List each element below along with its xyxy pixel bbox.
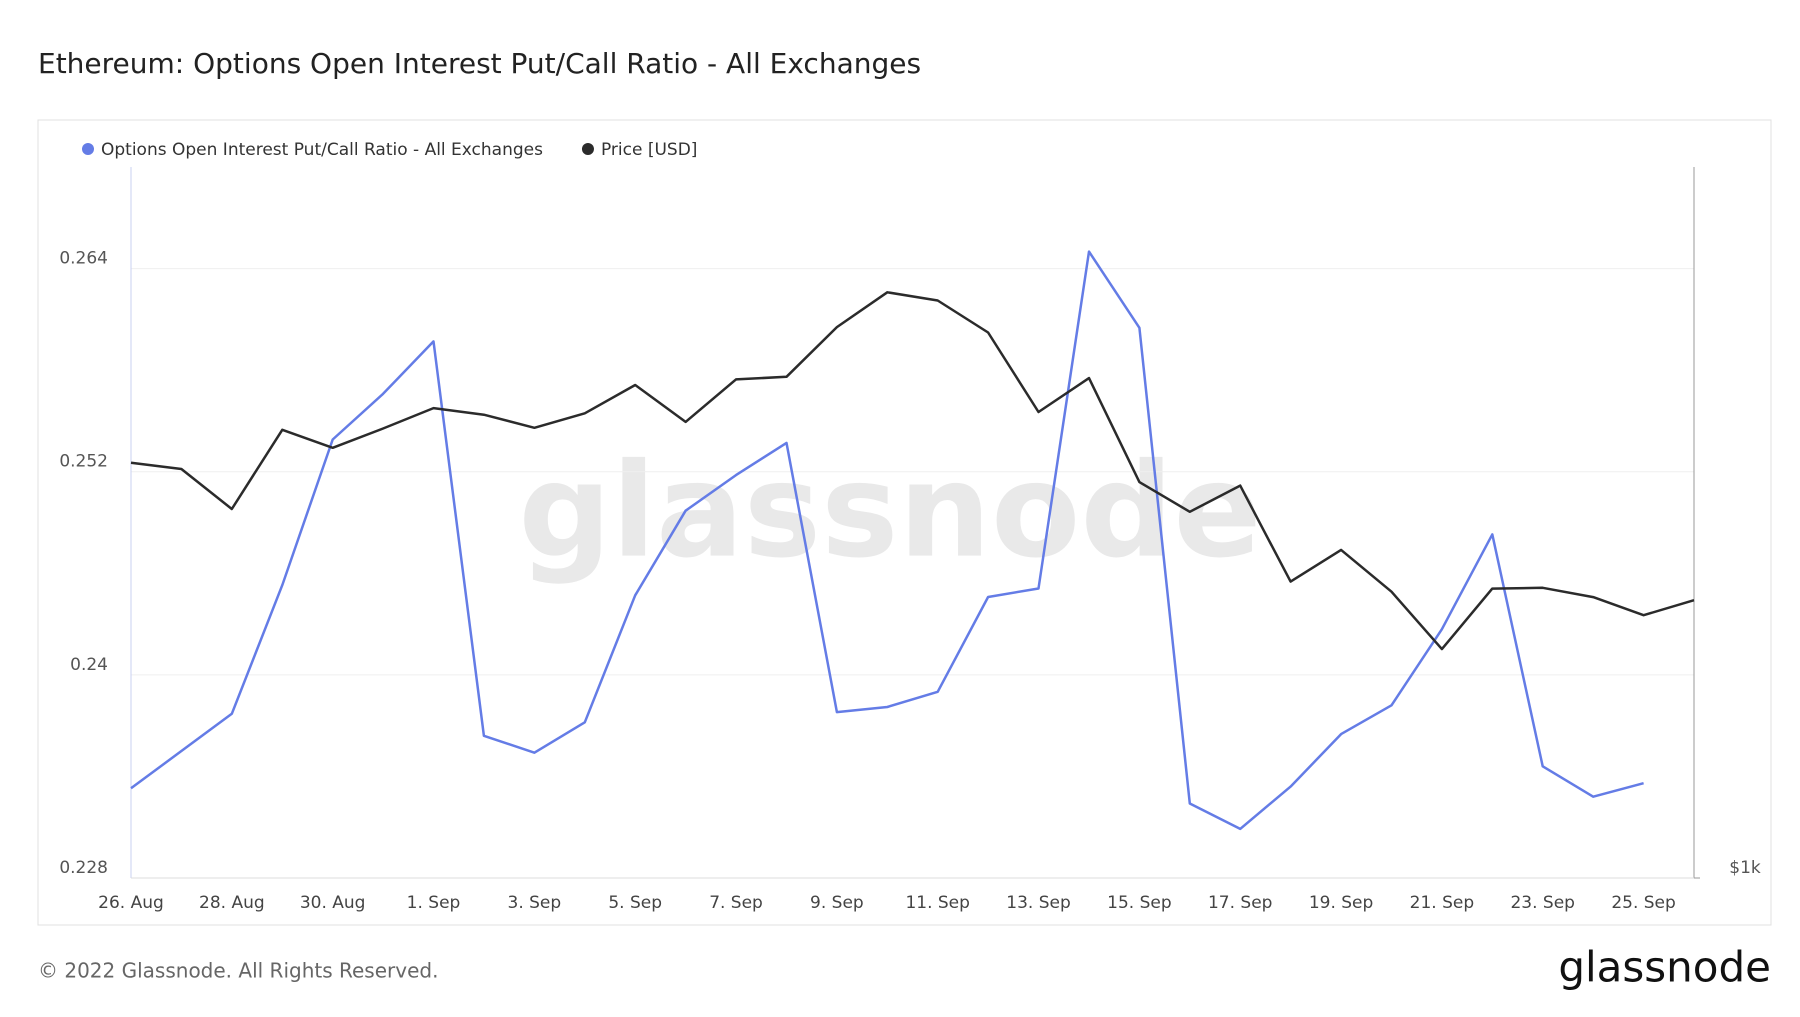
x-tick-label: 11. Sep: [905, 893, 969, 913]
x-tick-label: 7. Sep: [709, 893, 763, 913]
series-line: [130, 291, 1695, 651]
y-tick-label: 0.252: [59, 452, 108, 472]
x-tick-label: 3. Sep: [508, 893, 562, 913]
x-tick-label: 23. Sep: [1510, 893, 1574, 913]
legend-marker: [581, 143, 594, 155]
legend-label: Options Open Interest Put/Call Ratio - A…: [101, 140, 543, 160]
x-tick-label: 21. Sep: [1410, 893, 1474, 913]
x-tick-label: 15. Sep: [1107, 893, 1171, 913]
chart-frame: [37, 119, 1772, 926]
legend-label: Price [USD]: [601, 140, 697, 160]
x-tick-label: 26. Aug: [98, 893, 164, 913]
x-tick-label: 9. Sep: [810, 893, 864, 913]
x-tick-label: 13. Sep: [1006, 893, 1070, 913]
logo: glassnode: [1558, 943, 1771, 992]
x-tick-label: 5. Sep: [608, 893, 662, 913]
x-tick-label: 30. Aug: [300, 893, 366, 913]
x-tick-label: 19. Sep: [1309, 893, 1373, 913]
y2-tick-label: $1k: [1729, 858, 1761, 878]
x-tick-label: 25. Sep: [1611, 893, 1675, 913]
watermark: glassnode: [518, 435, 1261, 587]
x-tick-label: 17. Sep: [1208, 893, 1272, 913]
y-tick-label: 0.24: [70, 655, 108, 675]
y-tick-label: 0.228: [59, 858, 108, 878]
series-line: [130, 250, 1644, 831]
footer: © 2022 Glassnode. All Rights Reserved.: [38, 959, 438, 983]
x-tick-label: 28. Aug: [199, 893, 265, 913]
x-tick-label: 1. Sep: [407, 893, 461, 913]
legend-marker: [82, 143, 94, 155]
y-tick-label: 0.264: [59, 249, 108, 269]
chart-title: Ethereum: Options Open Interest Put/Call…: [38, 47, 921, 80]
